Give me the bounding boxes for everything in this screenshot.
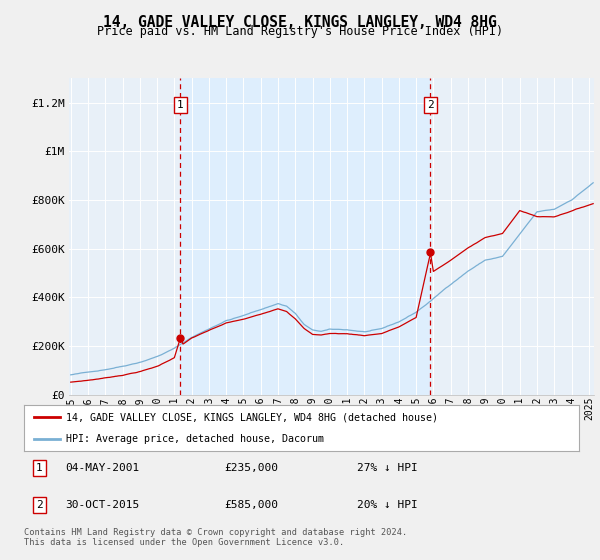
Text: £235,000: £235,000 <box>224 463 278 473</box>
Text: 04-MAY-2001: 04-MAY-2001 <box>65 463 140 473</box>
Text: 20% ↓ HPI: 20% ↓ HPI <box>357 500 418 510</box>
Text: 27% ↓ HPI: 27% ↓ HPI <box>357 463 418 473</box>
Text: Contains HM Land Registry data © Crown copyright and database right 2024.
This d: Contains HM Land Registry data © Crown c… <box>24 528 407 547</box>
Text: 14, GADE VALLEY CLOSE, KINGS LANGLEY, WD4 8HG (detached house): 14, GADE VALLEY CLOSE, KINGS LANGLEY, WD… <box>65 412 437 422</box>
Text: 2: 2 <box>36 500 43 510</box>
Text: 14, GADE VALLEY CLOSE, KINGS LANGLEY, WD4 8HG: 14, GADE VALLEY CLOSE, KINGS LANGLEY, WD… <box>103 15 497 30</box>
Text: Price paid vs. HM Land Registry's House Price Index (HPI): Price paid vs. HM Land Registry's House … <box>97 25 503 38</box>
Bar <box>181 78 430 395</box>
Text: £585,000: £585,000 <box>224 500 278 510</box>
Text: 1: 1 <box>36 463 43 473</box>
Text: 30-OCT-2015: 30-OCT-2015 <box>65 500 140 510</box>
Text: 2: 2 <box>427 100 434 110</box>
Text: HPI: Average price, detached house, Dacorum: HPI: Average price, detached house, Daco… <box>65 435 323 444</box>
Text: 1: 1 <box>177 100 184 110</box>
